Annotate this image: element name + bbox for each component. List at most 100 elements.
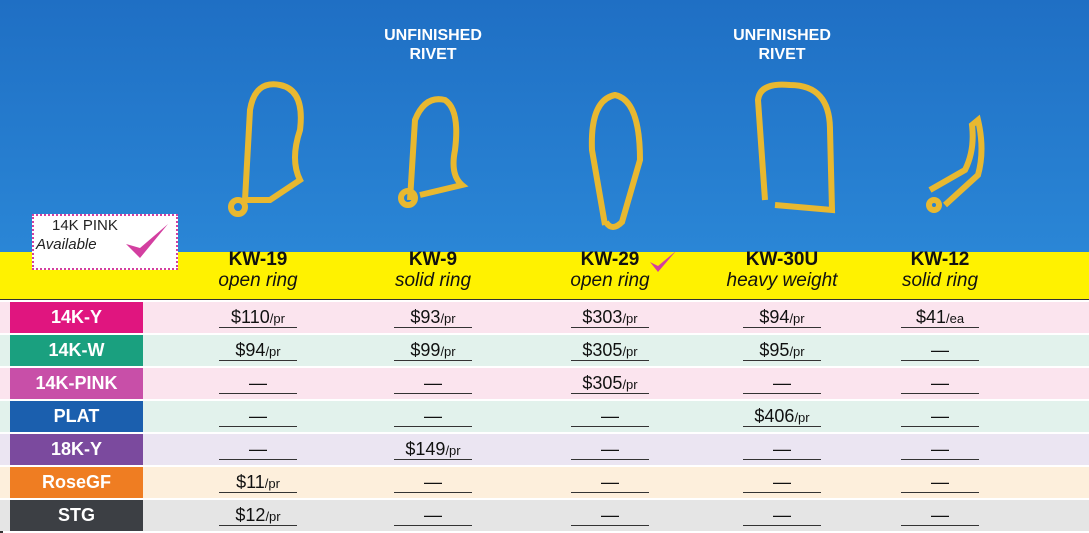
price-cell: $41/ea [855,302,1025,333]
table-row: RoseGF$11/pr———— [0,465,1089,498]
underline [394,426,472,427]
product-code: KW-9 [348,250,518,270]
product-code: KW-19 [173,250,343,270]
underline [743,426,821,427]
price-cell: $305/pr [525,335,695,366]
product-code: KW-29 [525,250,695,270]
price-cell: — [697,368,867,399]
row-label: 18K-Y [10,434,143,465]
price: $305 [582,373,622,393]
unit: /pr [265,344,280,359]
underline [219,360,297,361]
underline [219,393,297,394]
underline [219,525,297,526]
unit: /pr [440,344,455,359]
unit: /pr [622,344,637,359]
row-label: STG [10,500,143,531]
unit: /pr [622,311,637,326]
price: $11 [236,472,265,492]
price-cell: — [348,368,518,399]
underline [743,459,821,460]
underline [219,492,297,493]
price: $94 [235,340,265,360]
price-cell: — [697,467,867,498]
price-cell: — [525,500,695,531]
underline [743,360,821,361]
price-cell: — [173,368,343,399]
underline [571,327,649,328]
price: $12 [235,505,265,525]
price-cell: — [855,368,1025,399]
price: $95 [759,340,789,360]
unit: /pr [445,443,460,458]
underline [571,426,649,427]
underline [394,459,472,460]
price-cell: — [525,434,695,465]
underline [901,393,979,394]
table-row: 14K-PINK——$305/pr—— [0,366,1089,399]
underline [901,459,979,460]
product-desc: solid ring [348,270,518,292]
price-cell: — [525,467,695,498]
underline [901,360,979,361]
note-line: UNFINISHED [702,26,862,45]
price-cell: $406/pr [697,401,867,432]
price-cell: $303/pr [525,302,695,333]
unit: /pr [265,476,280,491]
check [122,222,172,262]
underline [394,327,472,328]
product-desc: open ring [173,270,343,292]
price-cell: — [348,467,518,498]
underline [571,459,649,460]
price-cell: — [525,401,695,432]
price: $406 [754,406,794,426]
price-cell: — [855,500,1025,531]
underline [219,426,297,427]
underline [743,525,821,526]
note-line: UNFINISHED [353,26,513,45]
price-cell: $99/pr [348,335,518,366]
price-cell: $94/pr [697,302,867,333]
underline [901,492,979,493]
underline [571,492,649,493]
underline [743,492,821,493]
underline [394,492,472,493]
product-desc: heavy weight [697,270,867,292]
product-desc: solid ring [855,270,1025,292]
underline [743,393,821,394]
price-cell: $149/pr [348,434,518,465]
price-cell: — [855,401,1025,432]
table-row: 14K-W$94/pr$99/pr$305/pr$95/pr— [0,333,1089,366]
price: $99 [410,340,440,360]
price-cell: $12/pr [173,500,343,531]
row-label: 14K-Y [10,302,143,333]
price: $41 [916,307,946,327]
price-cell: — [173,434,343,465]
underline [901,426,979,427]
price-cell: — [348,401,518,432]
row-label: RoseGF [10,467,143,498]
price-cell: — [697,434,867,465]
price: $149 [405,439,445,459]
price-cell: $93/pr [348,302,518,333]
table-row: 14K-Y $110/pr $93/pr$303/pr$94/pr$41/ea [0,300,1089,333]
price: $110 [231,307,270,327]
note-line: RIVET [702,45,862,64]
price-cell: $95/pr [697,335,867,366]
underline [901,525,979,526]
row-label: 14K-PINK [10,368,143,399]
underline [394,525,472,526]
unit: /pr [789,311,804,326]
row-label: PLAT [10,401,143,432]
price-cell: — [855,434,1025,465]
price-cell: $94/pr [173,335,343,366]
page: 14K PINK Available UNFINISHEDRIVETUNFINI… [0,0,1089,533]
price: $305 [582,340,622,360]
unit: /pr [270,311,285,326]
unit: /pr [265,509,280,524]
underline [901,327,979,328]
note-line: RIVET [353,45,513,64]
product-code: KW-30U [697,250,867,270]
price-cell: $11/pr [173,467,343,498]
